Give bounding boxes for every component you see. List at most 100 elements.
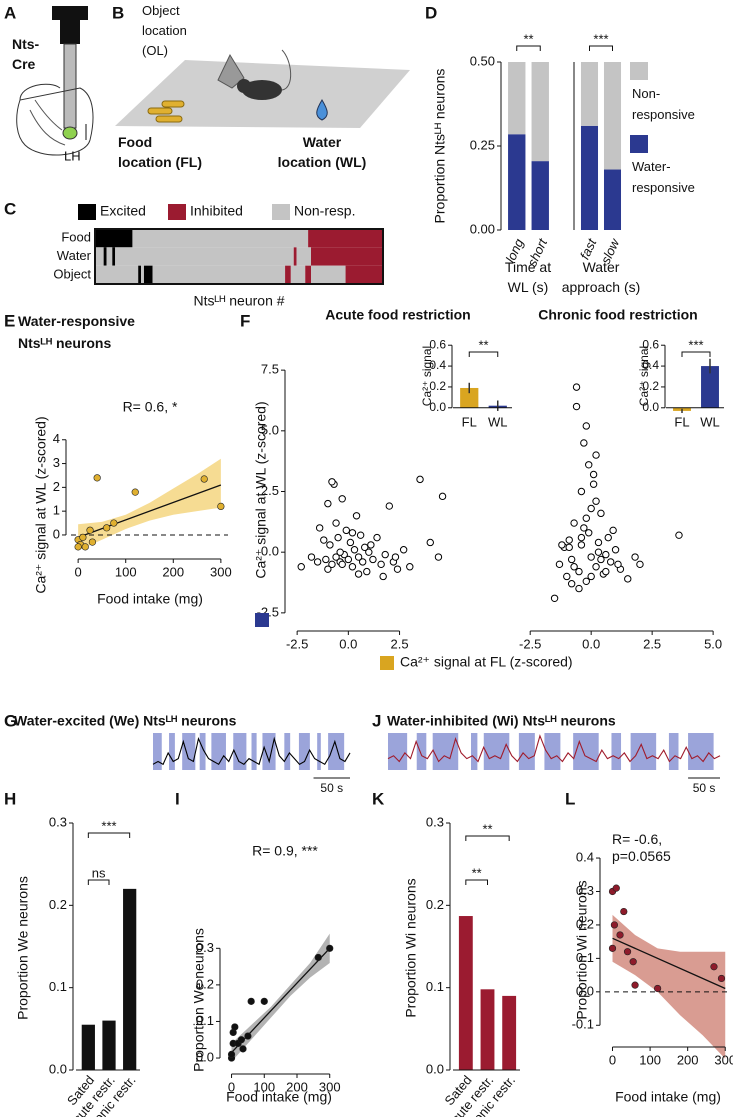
brain-contour (29, 99, 66, 146)
chart-title: Water-inhibited (Wi) Ntsᴸᴴ neurons (387, 713, 616, 729)
y-tick-label: 4 (53, 431, 60, 446)
cell-run (311, 247, 383, 266)
point (592, 563, 600, 571)
significance-label: ** (472, 865, 482, 880)
point (332, 553, 340, 561)
y-tick-label: 0.0 (426, 1061, 444, 1076)
x-axis-label: Ntsᴸᴴ neuron # (193, 293, 284, 309)
epoch (317, 733, 321, 770)
bar-segment (603, 169, 622, 230)
significance-bracket (465, 879, 488, 885)
stat-label: R= -0.6, p=0.0565 (612, 831, 671, 864)
point (348, 529, 357, 537)
row-label: Food (61, 230, 91, 245)
x-tick-label: 100 (639, 1052, 661, 1067)
y-tick-label: 0.1 (49, 979, 67, 994)
point (200, 475, 208, 483)
point (438, 492, 447, 501)
legend-label: Non-responsive (632, 86, 695, 122)
y-axis-label: Proportion Wi neurons (403, 878, 419, 1017)
y-tick-label: 0.2 (49, 897, 67, 912)
bar (701, 366, 719, 408)
mouse-body (242, 80, 282, 100)
legend-label: Non-resp. (294, 203, 355, 219)
y-tick-label: 0.1 (576, 950, 594, 965)
significance-bracket (87, 832, 131, 838)
point (629, 958, 637, 966)
fiber (63, 43, 77, 129)
pellet (161, 100, 185, 108)
bar (458, 916, 473, 1070)
x-tick-label: 100 (253, 1079, 275, 1094)
heatmap-frame (94, 228, 384, 285)
point (575, 584, 583, 593)
x-axis-label: Food intake (mg) (226, 1089, 332, 1105)
y-axis-label: Ca²⁺ signal (637, 346, 651, 406)
legend-swatch (168, 204, 186, 220)
x-tick-label: 2.5 (643, 636, 661, 651)
epoch (432, 733, 459, 770)
y-tick-label: 0.4 (642, 358, 659, 372)
significance-label: *** (688, 337, 703, 352)
y-tick-label: 0.1 (196, 1013, 214, 1028)
legend-label: Inhibited (190, 203, 243, 219)
point (363, 567, 371, 576)
point (217, 502, 225, 511)
cell-run (152, 265, 286, 284)
y-tick-label: 0.0 (429, 400, 446, 414)
y-tick-label: 0.2 (426, 897, 444, 912)
point (344, 555, 353, 564)
point (328, 560, 336, 569)
y-tick-label: -0.1 (572, 1017, 594, 1032)
point (582, 514, 590, 522)
label: Nts-Cre (12, 36, 40, 72)
significance-bracket (465, 835, 510, 841)
point (717, 974, 726, 983)
brain-outline (16, 83, 94, 156)
significance-label: *** (593, 31, 608, 46)
point (594, 548, 603, 556)
y-axis-label: Ca²⁺ signal at WL (z-scored) (33, 416, 49, 593)
epoch (630, 733, 657, 770)
x-tick-label: FL (462, 414, 477, 429)
point (580, 524, 588, 532)
point (606, 558, 615, 566)
x-axis-label: Water approach (s) (562, 259, 641, 295)
y-tick-label: 0.3 (196, 940, 214, 955)
epoch (251, 733, 257, 770)
point (610, 921, 618, 929)
y-axis-label: Proportion Wi neurons (574, 880, 590, 1019)
bar-segment (508, 134, 526, 230)
point (103, 524, 111, 532)
y-tick-label: 0.6 (642, 337, 659, 351)
point (346, 538, 355, 547)
point (580, 439, 588, 447)
point (572, 402, 581, 411)
cell-run (103, 247, 107, 266)
trace (387, 734, 721, 763)
point (558, 541, 566, 549)
point (575, 567, 583, 576)
point (608, 944, 617, 952)
point (570, 519, 578, 527)
point (369, 555, 377, 564)
cell-run (141, 265, 144, 284)
y-axis-label: Proportion We neurons (15, 876, 31, 1020)
point (393, 565, 402, 573)
y-tick-label: 0.2 (576, 916, 594, 931)
point (406, 563, 414, 571)
lh-region (62, 126, 78, 140)
row-label: Object (53, 266, 91, 281)
point (358, 558, 367, 566)
point (654, 984, 662, 993)
epoch (388, 733, 408, 770)
x-tick-label: 5.0 (704, 636, 722, 651)
cell-run (106, 247, 113, 266)
object-label: Object location (OL) (142, 3, 187, 58)
point (332, 519, 340, 527)
point (350, 546, 359, 554)
water-label: Water location (WL) (278, 134, 367, 170)
point (336, 548, 344, 556)
legend-swatch (78, 204, 96, 220)
object (217, 53, 245, 89)
